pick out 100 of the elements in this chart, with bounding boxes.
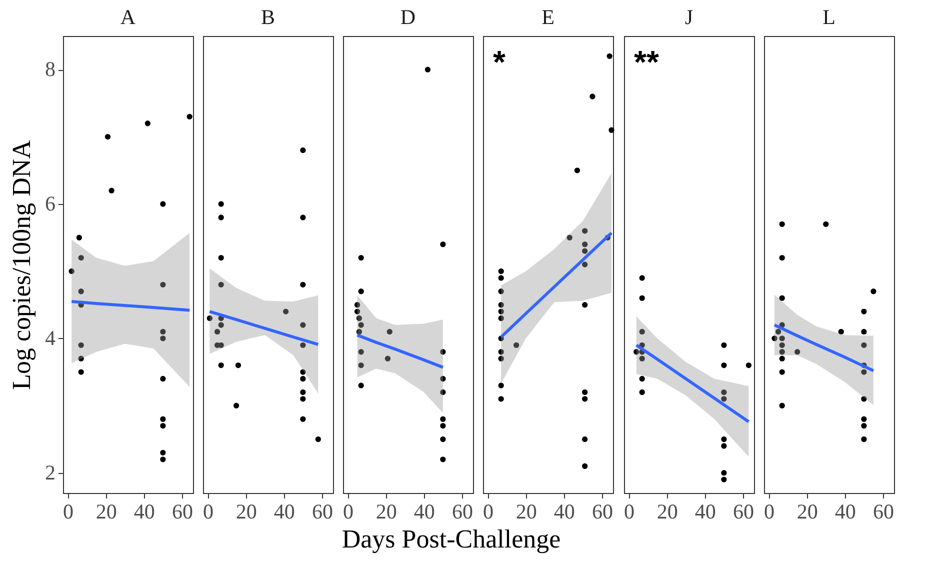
- point: [358, 322, 364, 328]
- x-tick-label: 0: [624, 500, 635, 524]
- point: [218, 214, 224, 220]
- x-tick-label: 20: [96, 500, 117, 524]
- point: [721, 436, 727, 442]
- point: [634, 349, 640, 355]
- point: [721, 342, 727, 348]
- point: [721, 470, 727, 476]
- point: [721, 362, 727, 368]
- point: [861, 342, 867, 348]
- point: [574, 168, 580, 174]
- annotation: *: [493, 44, 506, 80]
- point: [582, 262, 588, 268]
- point: [218, 282, 224, 288]
- point: [721, 476, 727, 482]
- x-tick-label: 40: [274, 500, 295, 524]
- point: [218, 254, 224, 261]
- point: [779, 369, 785, 375]
- x-tick-label: 20: [656, 500, 678, 524]
- point: [300, 389, 306, 396]
- point: [513, 342, 520, 348]
- point: [440, 436, 446, 442]
- x-tick-label: 20: [516, 500, 537, 524]
- point: [566, 234, 572, 240]
- point: [300, 214, 306, 220]
- point: [160, 328, 166, 335]
- point: [358, 362, 364, 368]
- point: [218, 201, 224, 207]
- point: [582, 463, 588, 469]
- point: [498, 356, 504, 362]
- x-tick-label: 40: [414, 500, 435, 524]
- point: [582, 228, 588, 234]
- point: [160, 376, 166, 382]
- point: [356, 315, 362, 322]
- chart-title: B: [260, 5, 276, 29]
- x-tick-label: 20: [236, 500, 257, 524]
- point: [639, 356, 645, 362]
- point: [78, 369, 84, 375]
- point: [498, 275, 504, 281]
- point: [354, 308, 360, 314]
- point: [358, 349, 364, 355]
- point: [870, 288, 876, 294]
- point: [861, 308, 867, 314]
- point: [498, 315, 504, 322]
- point: [424, 66, 431, 72]
- point: [861, 416, 867, 422]
- point: [354, 302, 360, 308]
- point: [440, 349, 446, 355]
- point: [861, 422, 867, 429]
- point: [721, 443, 727, 449]
- point: [498, 382, 504, 388]
- point: [861, 328, 867, 335]
- point: [160, 282, 166, 288]
- point: [300, 282, 306, 288]
- point: [779, 336, 785, 342]
- point: [779, 402, 785, 408]
- point: [775, 328, 782, 335]
- chart-title: J: [684, 5, 694, 29]
- point: [78, 356, 84, 362]
- y-tick-label: 2: [45, 460, 56, 484]
- point: [440, 416, 446, 422]
- x-tick-label: 20: [376, 500, 397, 524]
- point: [779, 356, 785, 362]
- point: [160, 422, 166, 429]
- point: [779, 295, 785, 301]
- point: [582, 302, 588, 308]
- point: [160, 416, 166, 422]
- point: [861, 436, 867, 442]
- point: [779, 342, 785, 348]
- point: [78, 288, 84, 294]
- point: [358, 382, 364, 388]
- x-tick-label: 40: [694, 500, 716, 524]
- chart-title: D: [400, 5, 416, 29]
- point: [498, 396, 504, 402]
- y-tick-label: 8: [45, 57, 56, 82]
- chart-title: A: [120, 5, 136, 29]
- point: [214, 328, 220, 335]
- chart-title: E: [542, 5, 554, 29]
- y-tick-label: 6: [45, 192, 56, 216]
- x-tick-label: 60: [312, 500, 333, 524]
- point: [861, 396, 867, 402]
- point: [582, 396, 588, 402]
- point: [639, 295, 645, 301]
- point: [582, 389, 588, 396]
- point: [608, 127, 614, 133]
- point: [861, 369, 867, 375]
- point: [779, 254, 785, 261]
- point: [300, 322, 306, 328]
- point: [498, 302, 504, 308]
- annotation: **: [634, 44, 660, 80]
- point: [721, 396, 727, 402]
- point: [746, 362, 752, 368]
- point: [160, 450, 166, 456]
- point: [498, 268, 504, 274]
- point: [218, 322, 224, 328]
- point: [206, 315, 212, 322]
- point: [356, 328, 362, 335]
- point: [300, 416, 306, 422]
- point: [144, 120, 151, 126]
- x-tick-label: 0: [203, 500, 214, 524]
